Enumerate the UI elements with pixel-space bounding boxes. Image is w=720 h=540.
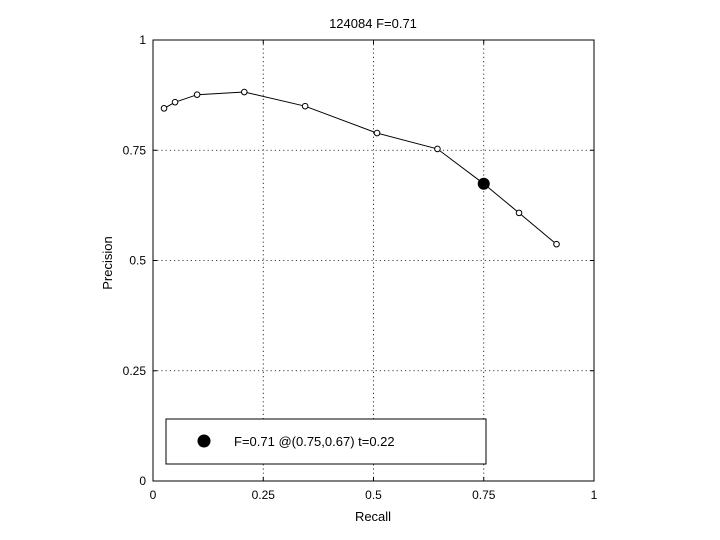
y-tick-label: 0.5 [129,254,146,268]
data-point [434,145,441,153]
x-tick-label: 1 [591,488,598,502]
data-point [373,129,381,137]
data-point [193,91,201,98]
chart-title: 124084 F=0.71 [329,16,417,31]
axis-ticks: 0 0.25 0.5 0.75 1 0 0.25 0.5 0.75 1 [123,33,598,502]
y-tick-label: 0 [139,474,146,488]
x-tick-label: 0.25 [252,488,276,502]
best-f-point [477,177,490,190]
series-line [163,91,557,245]
legend: F=0.71 @(0.75,0.67) t=0.22 [165,418,487,465]
legend-box [165,418,487,465]
data-point [301,102,309,110]
x-tick-label: 0 [150,488,157,502]
y-tick-label: 0.75 [123,143,147,157]
series-group [160,88,560,248]
x-tick-label: 0.75 [472,488,496,502]
legend-marker [197,434,211,448]
data-point [553,240,560,248]
plot-frame [152,39,595,482]
data-point [240,88,248,96]
data-point [171,98,179,106]
y-tick-label: 1 [139,33,146,47]
legend-label: F=0.71 @(0.75,0.67) t=0.22 [234,434,395,449]
data-point [515,209,523,217]
plot-area [153,40,594,481]
y-tick-label: 0.25 [123,364,147,378]
x-tick-label: 0.5 [365,488,382,502]
y-axis-label: Precision [100,236,115,289]
data-point [160,105,168,112]
x-axis-label: Recall [355,509,391,524]
